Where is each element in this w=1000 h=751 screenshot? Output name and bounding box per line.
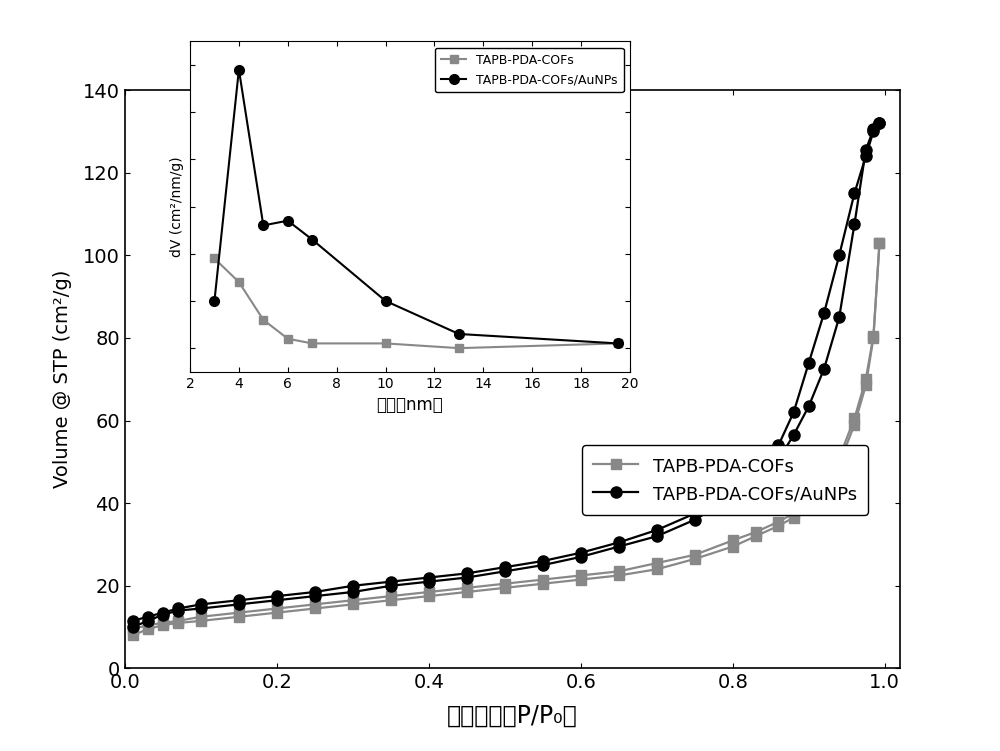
TAPB-PDA-COFs [172,619,184,628]
TAPB-PDA-COFs [867,333,879,342]
TAPB-PDA-COFs/AuNPs [848,189,860,198]
TAPB-PDA-COFs [127,631,139,640]
TAPB-PDA-COFs [689,554,701,563]
TAPB-PDA-COFs [453,344,465,353]
TAPB-PDA-COFs/AuNPs [612,339,624,348]
TAPB-PDA-COFs [309,604,321,613]
TAPB-PDA-COFs/AuNPs [453,330,465,339]
Line: TAPB-PDA-COFs/AuNPs: TAPB-PDA-COFs/AuNPs [127,118,885,632]
TAPB-PDA-COFs/AuNPs [233,65,245,74]
TAPB-PDA-COFs/AuNPs [157,610,169,619]
TAPB-PDA-COFs/AuNPs [127,623,139,632]
TAPB-PDA-COFs [142,625,154,634]
TAPB-PDA-COFs/AuNPs [750,472,762,481]
Legend: TAPB-PDA-COFs, TAPB-PDA-COFs/AuNPs: TAPB-PDA-COFs, TAPB-PDA-COFs/AuNPs [435,47,624,92]
TAPB-PDA-COFs/AuNPs [142,617,154,626]
TAPB-PDA-COFs/AuNPs [347,587,359,596]
TAPB-PDA-COFs [612,339,624,348]
TAPB-PDA-COFs [282,334,294,343]
X-axis label: 孔径（nm）: 孔径（nm） [377,397,443,414]
Line: TAPB-PDA-COFs: TAPB-PDA-COFs [128,238,884,640]
TAPB-PDA-COFs [833,460,845,469]
TAPB-PDA-COFs [750,532,762,541]
TAPB-PDA-COFs/AuNPs [689,515,701,524]
TAPB-PDA-COFs [347,600,359,609]
TAPB-PDA-COFs [772,521,784,530]
TAPB-PDA-COFs [385,596,397,605]
TAPB-PDA-COFs [873,239,885,248]
TAPB-PDA-COFs [651,565,663,574]
TAPB-PDA-COFs/AuNPs [727,493,739,502]
Legend: TAPB-PDA-COFs, TAPB-PDA-COFs/AuNPs: TAPB-PDA-COFs, TAPB-PDA-COFs/AuNPs [582,445,868,514]
TAPB-PDA-COFs/AuNPs [172,606,184,615]
TAPB-PDA-COFs/AuNPs [651,532,663,541]
TAPB-PDA-COFs [575,575,587,584]
TAPB-PDA-COFs [818,487,830,496]
TAPB-PDA-COFs [233,612,245,621]
TAPB-PDA-COFs/AuNPs [385,581,397,590]
TAPB-PDA-COFs [803,503,815,512]
TAPB-PDA-COFs/AuNPs [772,441,784,450]
TAPB-PDA-COFs/AuNPs [233,600,245,609]
TAPB-PDA-COFs [208,254,220,263]
TAPB-PDA-COFs/AuNPs [282,216,294,225]
TAPB-PDA-COFs/AuNPs [309,592,321,601]
TAPB-PDA-COFs/AuNPs [208,297,220,306]
TAPB-PDA-COFs/AuNPs [271,596,283,605]
Line: TAPB-PDA-COFs/AuNPs: TAPB-PDA-COFs/AuNPs [210,65,623,348]
TAPB-PDA-COFs/AuNPs [461,573,473,582]
TAPB-PDA-COFs/AuNPs [423,577,435,586]
Y-axis label: dV (cm²/nm/g): dV (cm²/nm/g) [170,156,184,257]
TAPB-PDA-COFs/AuNPs [873,119,885,128]
TAPB-PDA-COFs [860,381,872,390]
TAPB-PDA-COFs [257,315,269,324]
TAPB-PDA-COFs/AuNPs [867,127,879,136]
TAPB-PDA-COFs/AuNPs [306,235,318,244]
Line: TAPB-PDA-COFs: TAPB-PDA-COFs [210,255,622,352]
TAPB-PDA-COFs [271,608,283,617]
TAPB-PDA-COFs/AuNPs [613,542,625,551]
TAPB-PDA-COFs [380,339,392,348]
TAPB-PDA-COFs [423,592,435,601]
TAPB-PDA-COFs/AuNPs [499,567,511,576]
TAPB-PDA-COFs [537,579,549,588]
TAPB-PDA-COFs [461,587,473,596]
TAPB-PDA-COFs [788,513,800,522]
TAPB-PDA-COFs/AuNPs [788,408,800,417]
X-axis label: 相对压力（P/P₀）: 相对压力（P/P₀） [447,704,578,728]
Y-axis label: Volume @ STP (cm²/g): Volume @ STP (cm²/g) [53,270,72,488]
TAPB-PDA-COFs [306,339,318,348]
TAPB-PDA-COFs [233,278,245,287]
TAPB-PDA-COFs/AuNPs [537,560,549,570]
TAPB-PDA-COFs/AuNPs [833,251,845,260]
TAPB-PDA-COFs [157,620,169,629]
TAPB-PDA-COFs/AuNPs [575,553,587,562]
TAPB-PDA-COFs/AuNPs [860,152,872,161]
TAPB-PDA-COFs [613,571,625,580]
TAPB-PDA-COFs/AuNPs [803,358,815,367]
TAPB-PDA-COFs/AuNPs [380,297,392,306]
TAPB-PDA-COFs [727,542,739,551]
TAPB-PDA-COFs/AuNPs [257,221,269,230]
TAPB-PDA-COFs [848,421,860,430]
TAPB-PDA-COFs/AuNPs [818,309,830,318]
TAPB-PDA-COFs [499,584,511,593]
TAPB-PDA-COFs [195,617,207,626]
TAPB-PDA-COFs/AuNPs [195,604,207,613]
